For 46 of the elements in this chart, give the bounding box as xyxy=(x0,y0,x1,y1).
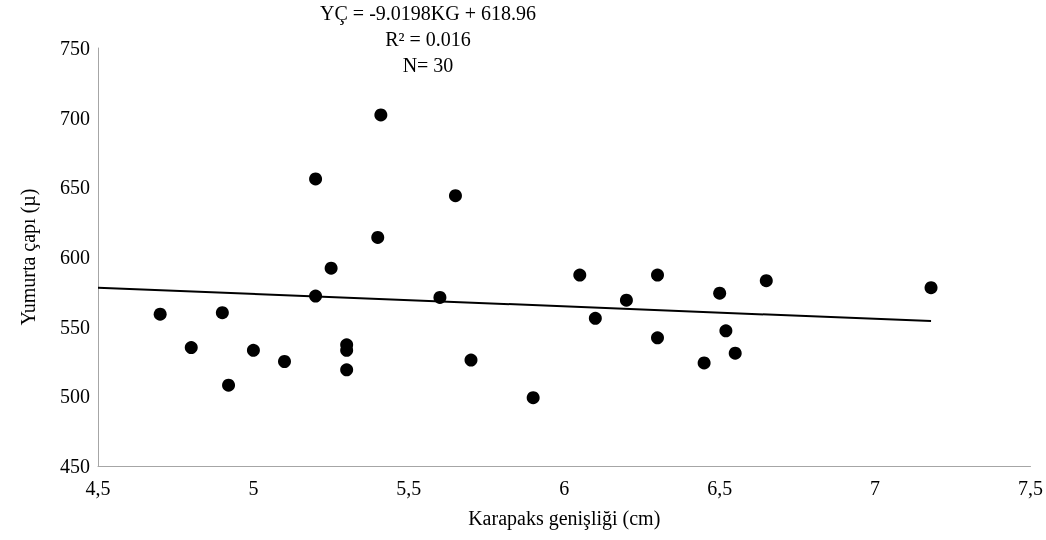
annotation: R² = 0.016 xyxy=(385,28,471,50)
point xyxy=(324,261,338,275)
point xyxy=(924,281,938,295)
x-tick-label: 5 xyxy=(248,477,259,499)
point xyxy=(222,378,236,392)
y-tick-label: 650 xyxy=(60,176,90,199)
point xyxy=(433,290,447,304)
point xyxy=(371,231,385,244)
point xyxy=(526,391,540,405)
point xyxy=(651,268,664,282)
point xyxy=(713,286,727,300)
point xyxy=(759,274,773,288)
y-axis-title: Yumurta çapı (µ) xyxy=(17,188,40,326)
point xyxy=(697,356,711,370)
text: YÇ = -9.0198KG + 618.96 xyxy=(320,2,536,25)
point xyxy=(309,172,323,186)
x-tick-label: 6 xyxy=(559,477,570,499)
x-tick-label: 7 xyxy=(870,477,881,499)
y-tick-label: 550 xyxy=(60,315,90,338)
point xyxy=(374,108,388,122)
point xyxy=(215,306,229,320)
x-tick-label: 4,5 xyxy=(85,477,111,499)
point xyxy=(651,331,664,345)
point xyxy=(448,189,462,203)
x-tick-label: 6,5 xyxy=(707,477,733,499)
y-tick-label: 750 xyxy=(60,37,90,59)
y-tick-label: 700 xyxy=(60,106,90,129)
point xyxy=(573,268,587,282)
point xyxy=(278,355,291,368)
point xyxy=(309,289,323,303)
point xyxy=(340,363,354,377)
point xyxy=(153,307,167,321)
x-axis-title: Karapaks genişliği (cm) xyxy=(468,507,661,530)
annotation: N= 30 xyxy=(402,54,454,76)
point xyxy=(184,341,198,355)
x-tick-label: 5,5 xyxy=(396,477,422,499)
point xyxy=(246,343,260,357)
point xyxy=(719,324,733,338)
point xyxy=(588,311,602,325)
x-tick-label: 7,5 xyxy=(1018,477,1043,499)
point xyxy=(619,293,633,307)
y-tick-label: 500 xyxy=(60,385,90,408)
point xyxy=(728,346,742,360)
y-tick-label: 450 xyxy=(60,455,90,477)
y-tick-label: 600 xyxy=(60,246,90,268)
point xyxy=(464,353,478,367)
